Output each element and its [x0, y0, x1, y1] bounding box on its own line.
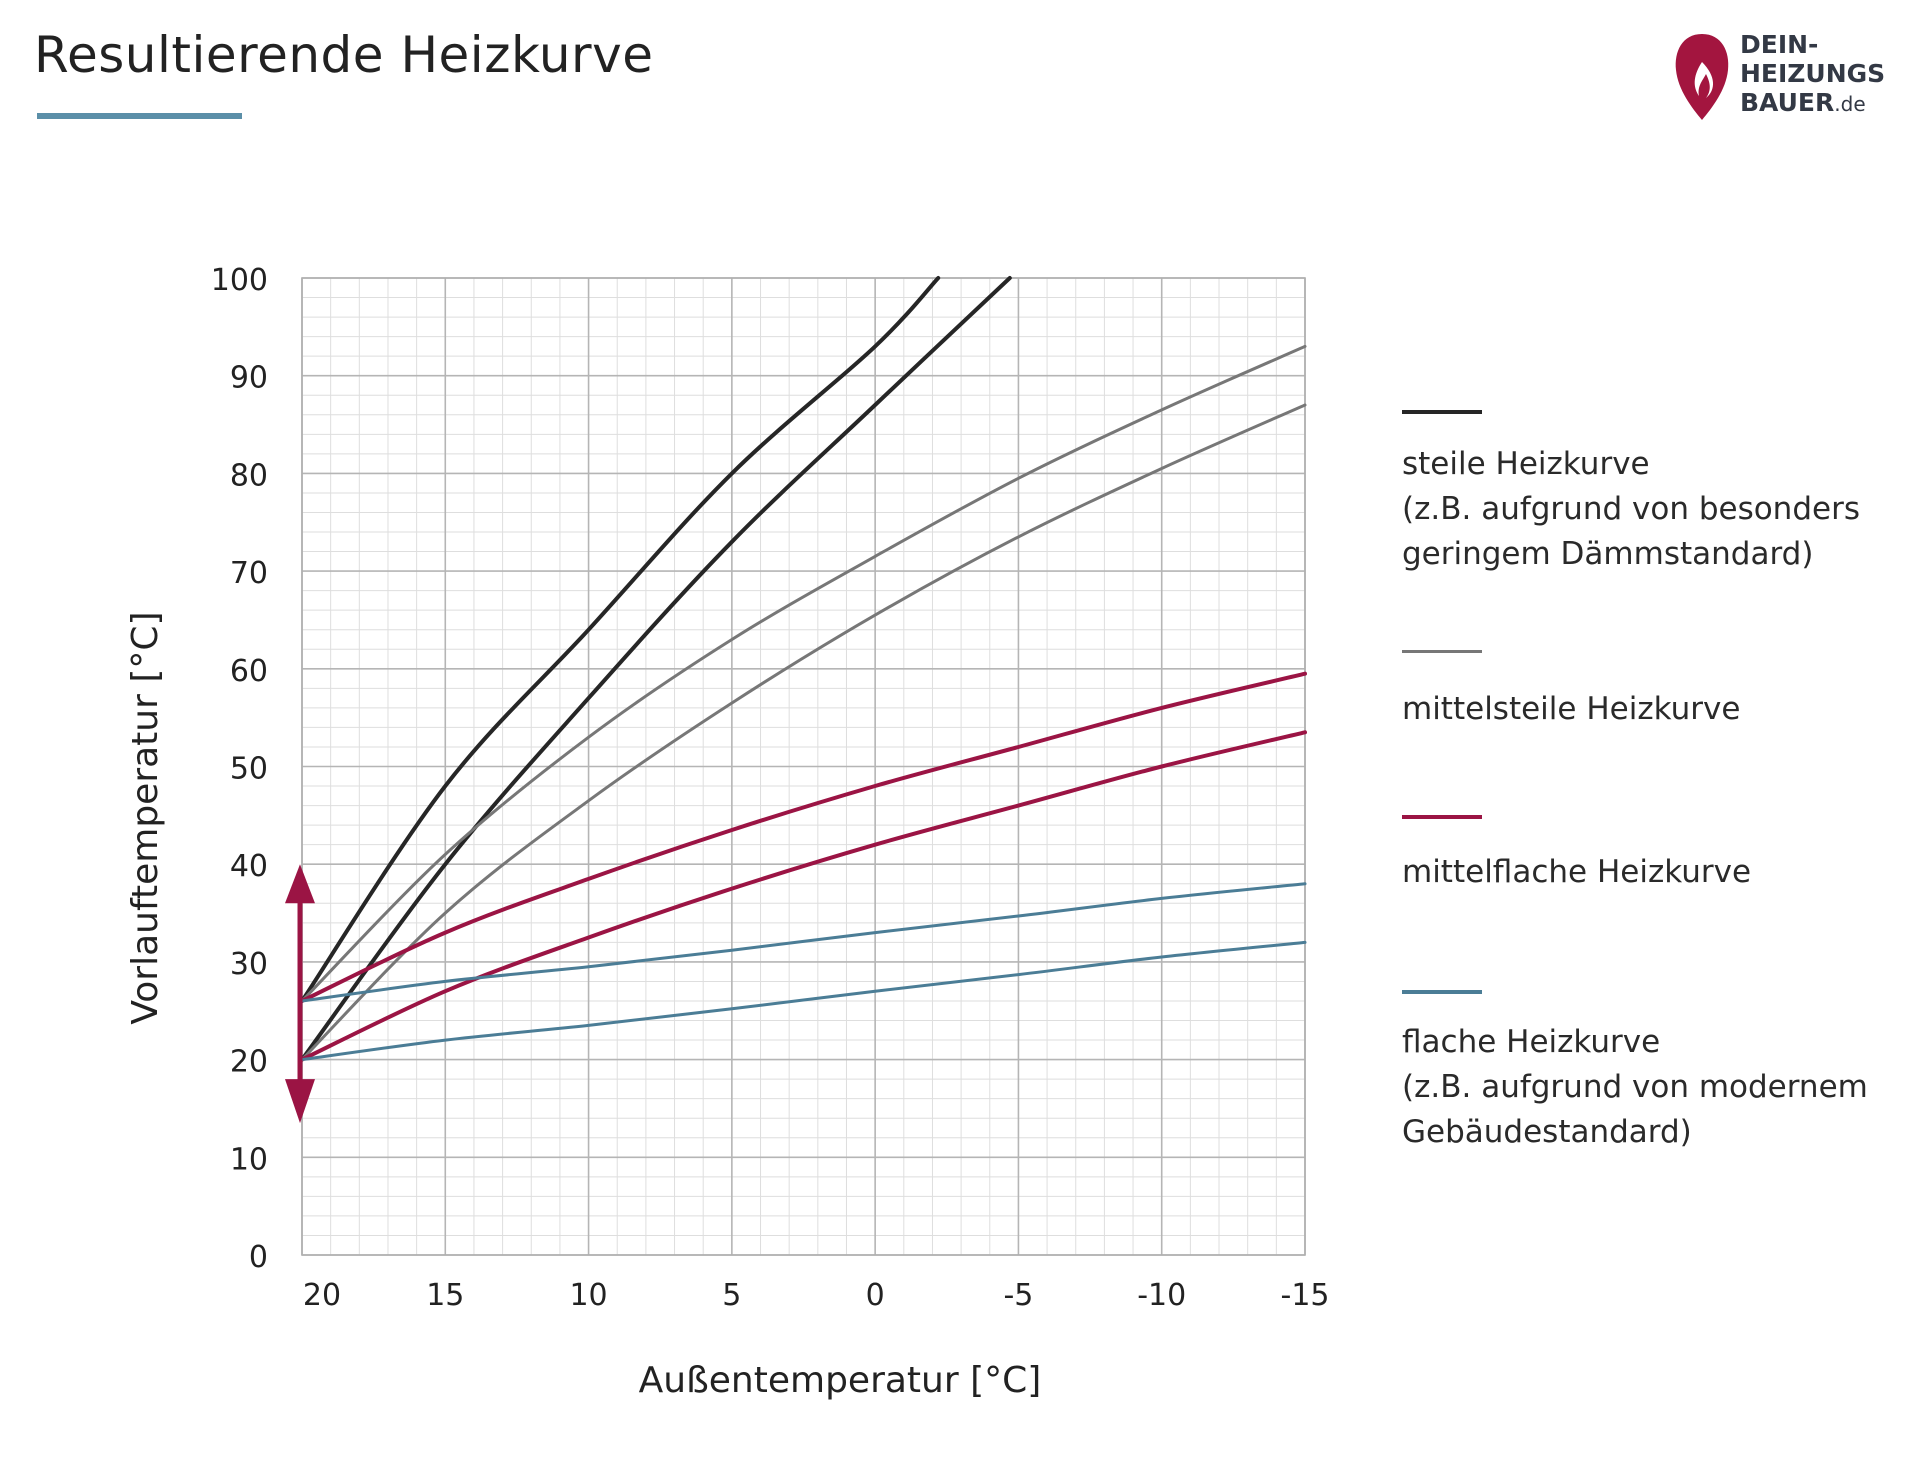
x-tick-label: -15 — [1281, 1278, 1330, 1313]
series-steile-heizkurve-oben — [300, 276, 941, 1003]
legend-label-steile: steile Heizkurve — [1402, 446, 1650, 482]
logo-line-3: BAUER — [1740, 88, 1835, 117]
y-tick-label: 20 — [230, 1045, 268, 1080]
logo-wordmark: DEIN- HEIZUNGS BAUER.de — [1740, 30, 1885, 119]
logo-line-2: HEIZUNGS — [1740, 59, 1886, 88]
shift-arrow-head-up — [285, 864, 315, 904]
legend-note-flache-2: Gebäudestandard) — [1402, 1114, 1692, 1150]
y-tick-label: 30 — [230, 947, 268, 982]
series-steile-heizkurve-unten — [300, 276, 1012, 1062]
series-mittelflache-heizkurve-oben — [300, 671, 1307, 1003]
y-axis-ticks: 0 10 20 30 40 50 60 70 80 90 100 — [211, 263, 268, 1275]
y-tick-label: 90 — [230, 361, 268, 396]
shift-arrow — [285, 864, 315, 1124]
legend-note-steile-1: (z.B. aufgrund von besonders — [1402, 491, 1860, 527]
y-axis-label: Vorlauftemperatur [°C] — [125, 611, 166, 1024]
x-axis-label: Außentemperatur [°C] — [639, 1360, 1042, 1401]
series-mittelsteile-heizkurve-unten — [300, 403, 1307, 1062]
y-tick-label: 10 — [230, 1142, 268, 1177]
logo-tld: .de — [1834, 92, 1866, 116]
x-tick-label: 10 — [569, 1278, 607, 1313]
legend-swatch-flache — [1402, 990, 1482, 994]
legend-note-steile-2: geringem Dämmstandard) — [1402, 536, 1814, 572]
logo-line-1: DEIN- — [1740, 30, 1819, 59]
series-flache-heizkurve-unten — [300, 940, 1307, 1062]
legend-swatch-steile — [1402, 410, 1482, 414]
x-tick-label: -5 — [1003, 1278, 1033, 1313]
y-tick-label: 100 — [211, 263, 268, 298]
x-tick-label: 5 — [722, 1278, 741, 1313]
page-title: Resultierende Heizkurve — [34, 26, 654, 84]
legend-swatch-mittelsteile — [1402, 650, 1482, 653]
y-tick-label: 50 — [230, 752, 268, 787]
legend-label-mittelsteile: mittelsteile Heizkurve — [1402, 691, 1741, 727]
brand-logo[interactable]: DEIN- HEIZUNGS BAUER.de — [1672, 30, 1902, 126]
grid-minor — [302, 278, 1305, 1255]
x-tick-label: -10 — [1137, 1278, 1186, 1313]
series-mittelflache-heizkurve-unten — [300, 730, 1307, 1062]
legend-note-flache-1: (z.B. aufgrund von modernem — [1402, 1069, 1868, 1105]
y-tick-label: 0 — [249, 1240, 268, 1275]
series-group — [300, 276, 1307, 1062]
title-underline — [37, 113, 242, 119]
x-tick-label: 20 — [303, 1278, 341, 1313]
y-tick-label: 80 — [230, 458, 268, 493]
legend-label-mittelflache: mittelflache Heizkurve — [1402, 854, 1752, 890]
y-tick-label: 40 — [230, 849, 268, 884]
flame-icon — [1675, 34, 1729, 120]
x-tick-label: 15 — [426, 1278, 464, 1313]
y-tick-label: 70 — [230, 556, 268, 591]
series-flache-heizkurve-oben — [300, 882, 1307, 1003]
legend-swatch-mittelflache — [1402, 815, 1482, 819]
y-tick-label: 60 — [230, 654, 268, 689]
plot-frame — [301, 277, 1306, 1256]
x-tick-label: 0 — [866, 1278, 885, 1313]
shift-arrow-head-down — [285, 1079, 315, 1124]
series-mittelsteile-heizkurve-oben — [300, 344, 1307, 1003]
x-axis-ticks: 20 15 10 5 0 -5 -10 -15 — [303, 1278, 1330, 1313]
legend-label-flache: flache Heizkurve — [1402, 1024, 1661, 1060]
